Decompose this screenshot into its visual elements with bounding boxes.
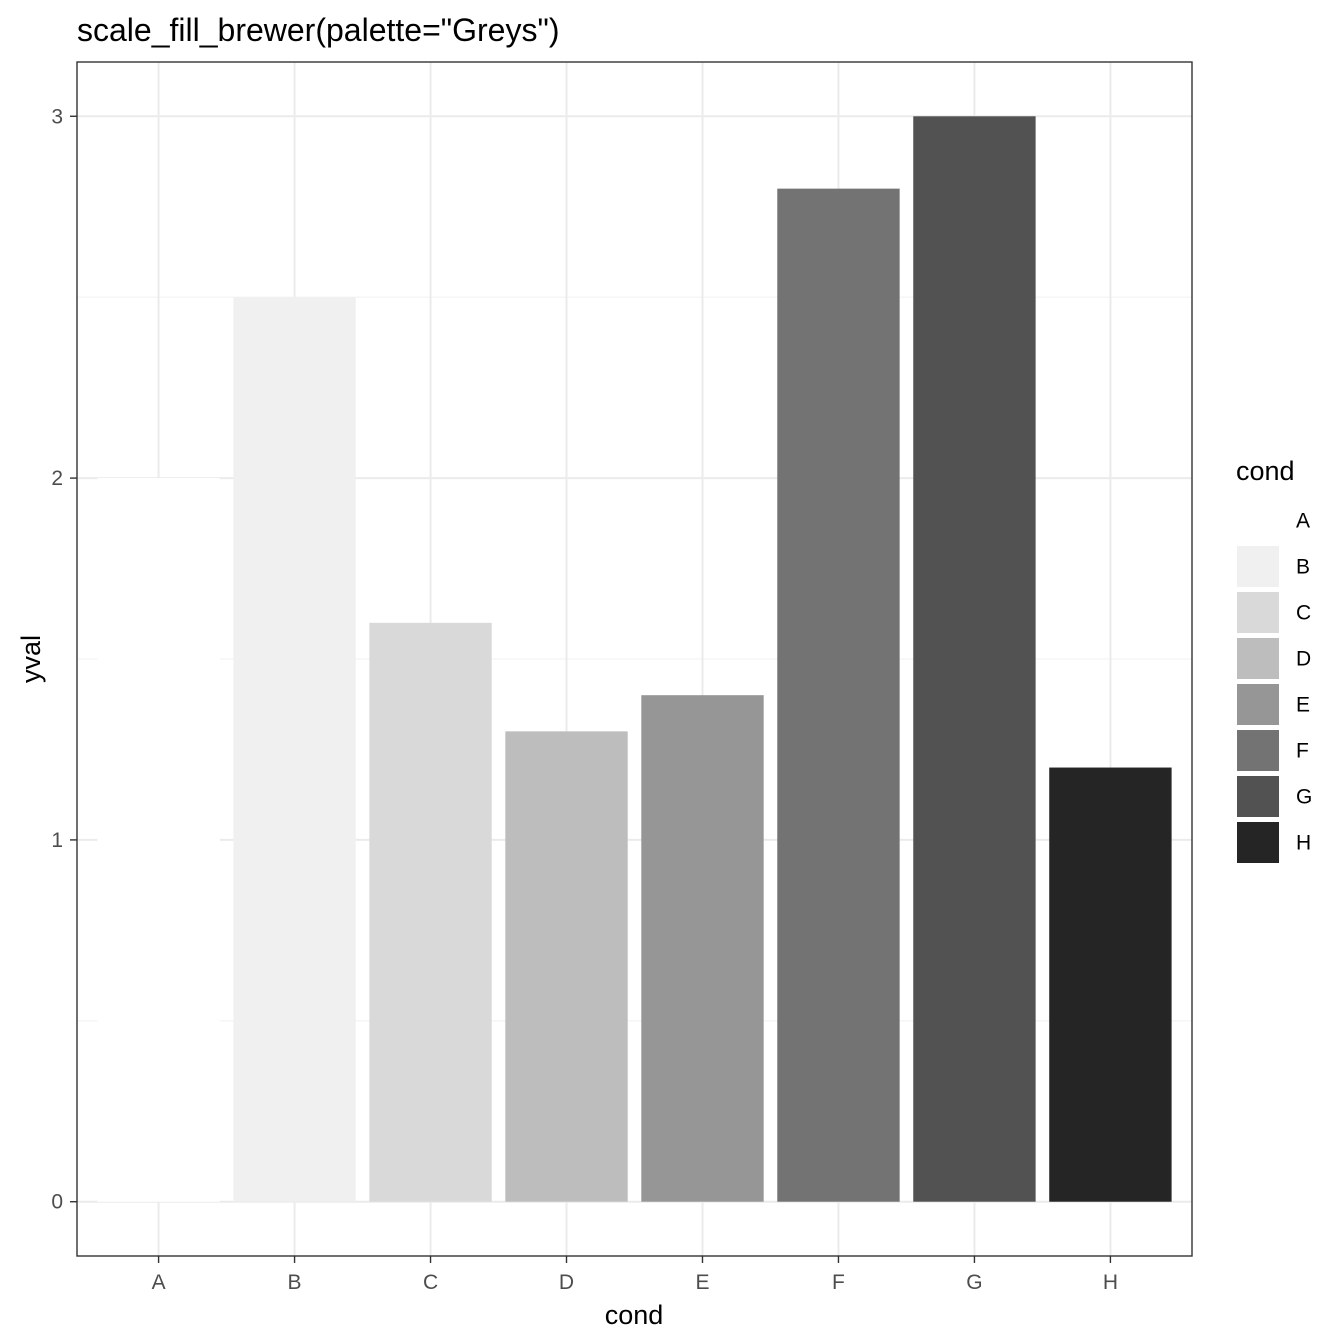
legend-key-b bbox=[1237, 546, 1279, 587]
bar-g bbox=[913, 116, 1036, 1202]
legend-key-d bbox=[1237, 638, 1279, 679]
y-tick-label: 0 bbox=[51, 1191, 63, 1214]
bar-a bbox=[97, 478, 220, 1202]
bar-c bbox=[369, 622, 492, 1202]
x-tick-label: F bbox=[832, 1271, 845, 1294]
bar-b bbox=[233, 297, 356, 1202]
y-axis: 0 1 2 3 bbox=[51, 105, 77, 1214]
legend-title: cond bbox=[1236, 456, 1295, 486]
x-tick-label: A bbox=[152, 1271, 166, 1294]
bar-e bbox=[641, 695, 764, 1202]
y-axis-title: yval bbox=[16, 635, 46, 683]
legend-key-e bbox=[1237, 684, 1279, 725]
legend-key-a bbox=[1237, 500, 1279, 541]
x-axis-title: cond bbox=[605, 1300, 664, 1330]
bar-d bbox=[505, 731, 628, 1202]
legend-label-e: E bbox=[1296, 694, 1310, 717]
x-tick-label: C bbox=[423, 1271, 438, 1294]
x-tick-label: D bbox=[559, 1271, 574, 1294]
chart-title: scale_fill_brewer(palette="Greys") bbox=[77, 12, 559, 48]
x-axis: A B C D E F G H bbox=[152, 1256, 1118, 1294]
y-tick-label: 1 bbox=[51, 829, 63, 852]
legend-key-h bbox=[1237, 822, 1279, 863]
legend-label-h: H bbox=[1296, 832, 1311, 855]
x-tick-label: G bbox=[966, 1271, 982, 1294]
legend-label-g: G bbox=[1296, 786, 1312, 809]
legend-label-c: C bbox=[1296, 602, 1311, 625]
legend-key-f bbox=[1237, 730, 1279, 771]
x-tick-label: H bbox=[1103, 1271, 1118, 1294]
bars bbox=[97, 116, 1172, 1202]
legend-label-b: B bbox=[1296, 556, 1310, 579]
legend-label-a: A bbox=[1296, 510, 1310, 533]
bar-f bbox=[777, 188, 900, 1202]
legend-key-c bbox=[1237, 592, 1279, 633]
x-tick-label: B bbox=[288, 1271, 302, 1294]
legend-label-d: D bbox=[1296, 648, 1311, 671]
bar-h bbox=[1049, 767, 1172, 1202]
y-tick-label: 2 bbox=[51, 467, 63, 490]
plot-panel-border bbox=[76, 61, 1193, 1257]
legend-label-f: F bbox=[1296, 740, 1309, 763]
x-tick-label: E bbox=[695, 1271, 709, 1294]
legend-key-g bbox=[1237, 776, 1279, 817]
y-tick-label: 3 bbox=[51, 105, 63, 128]
